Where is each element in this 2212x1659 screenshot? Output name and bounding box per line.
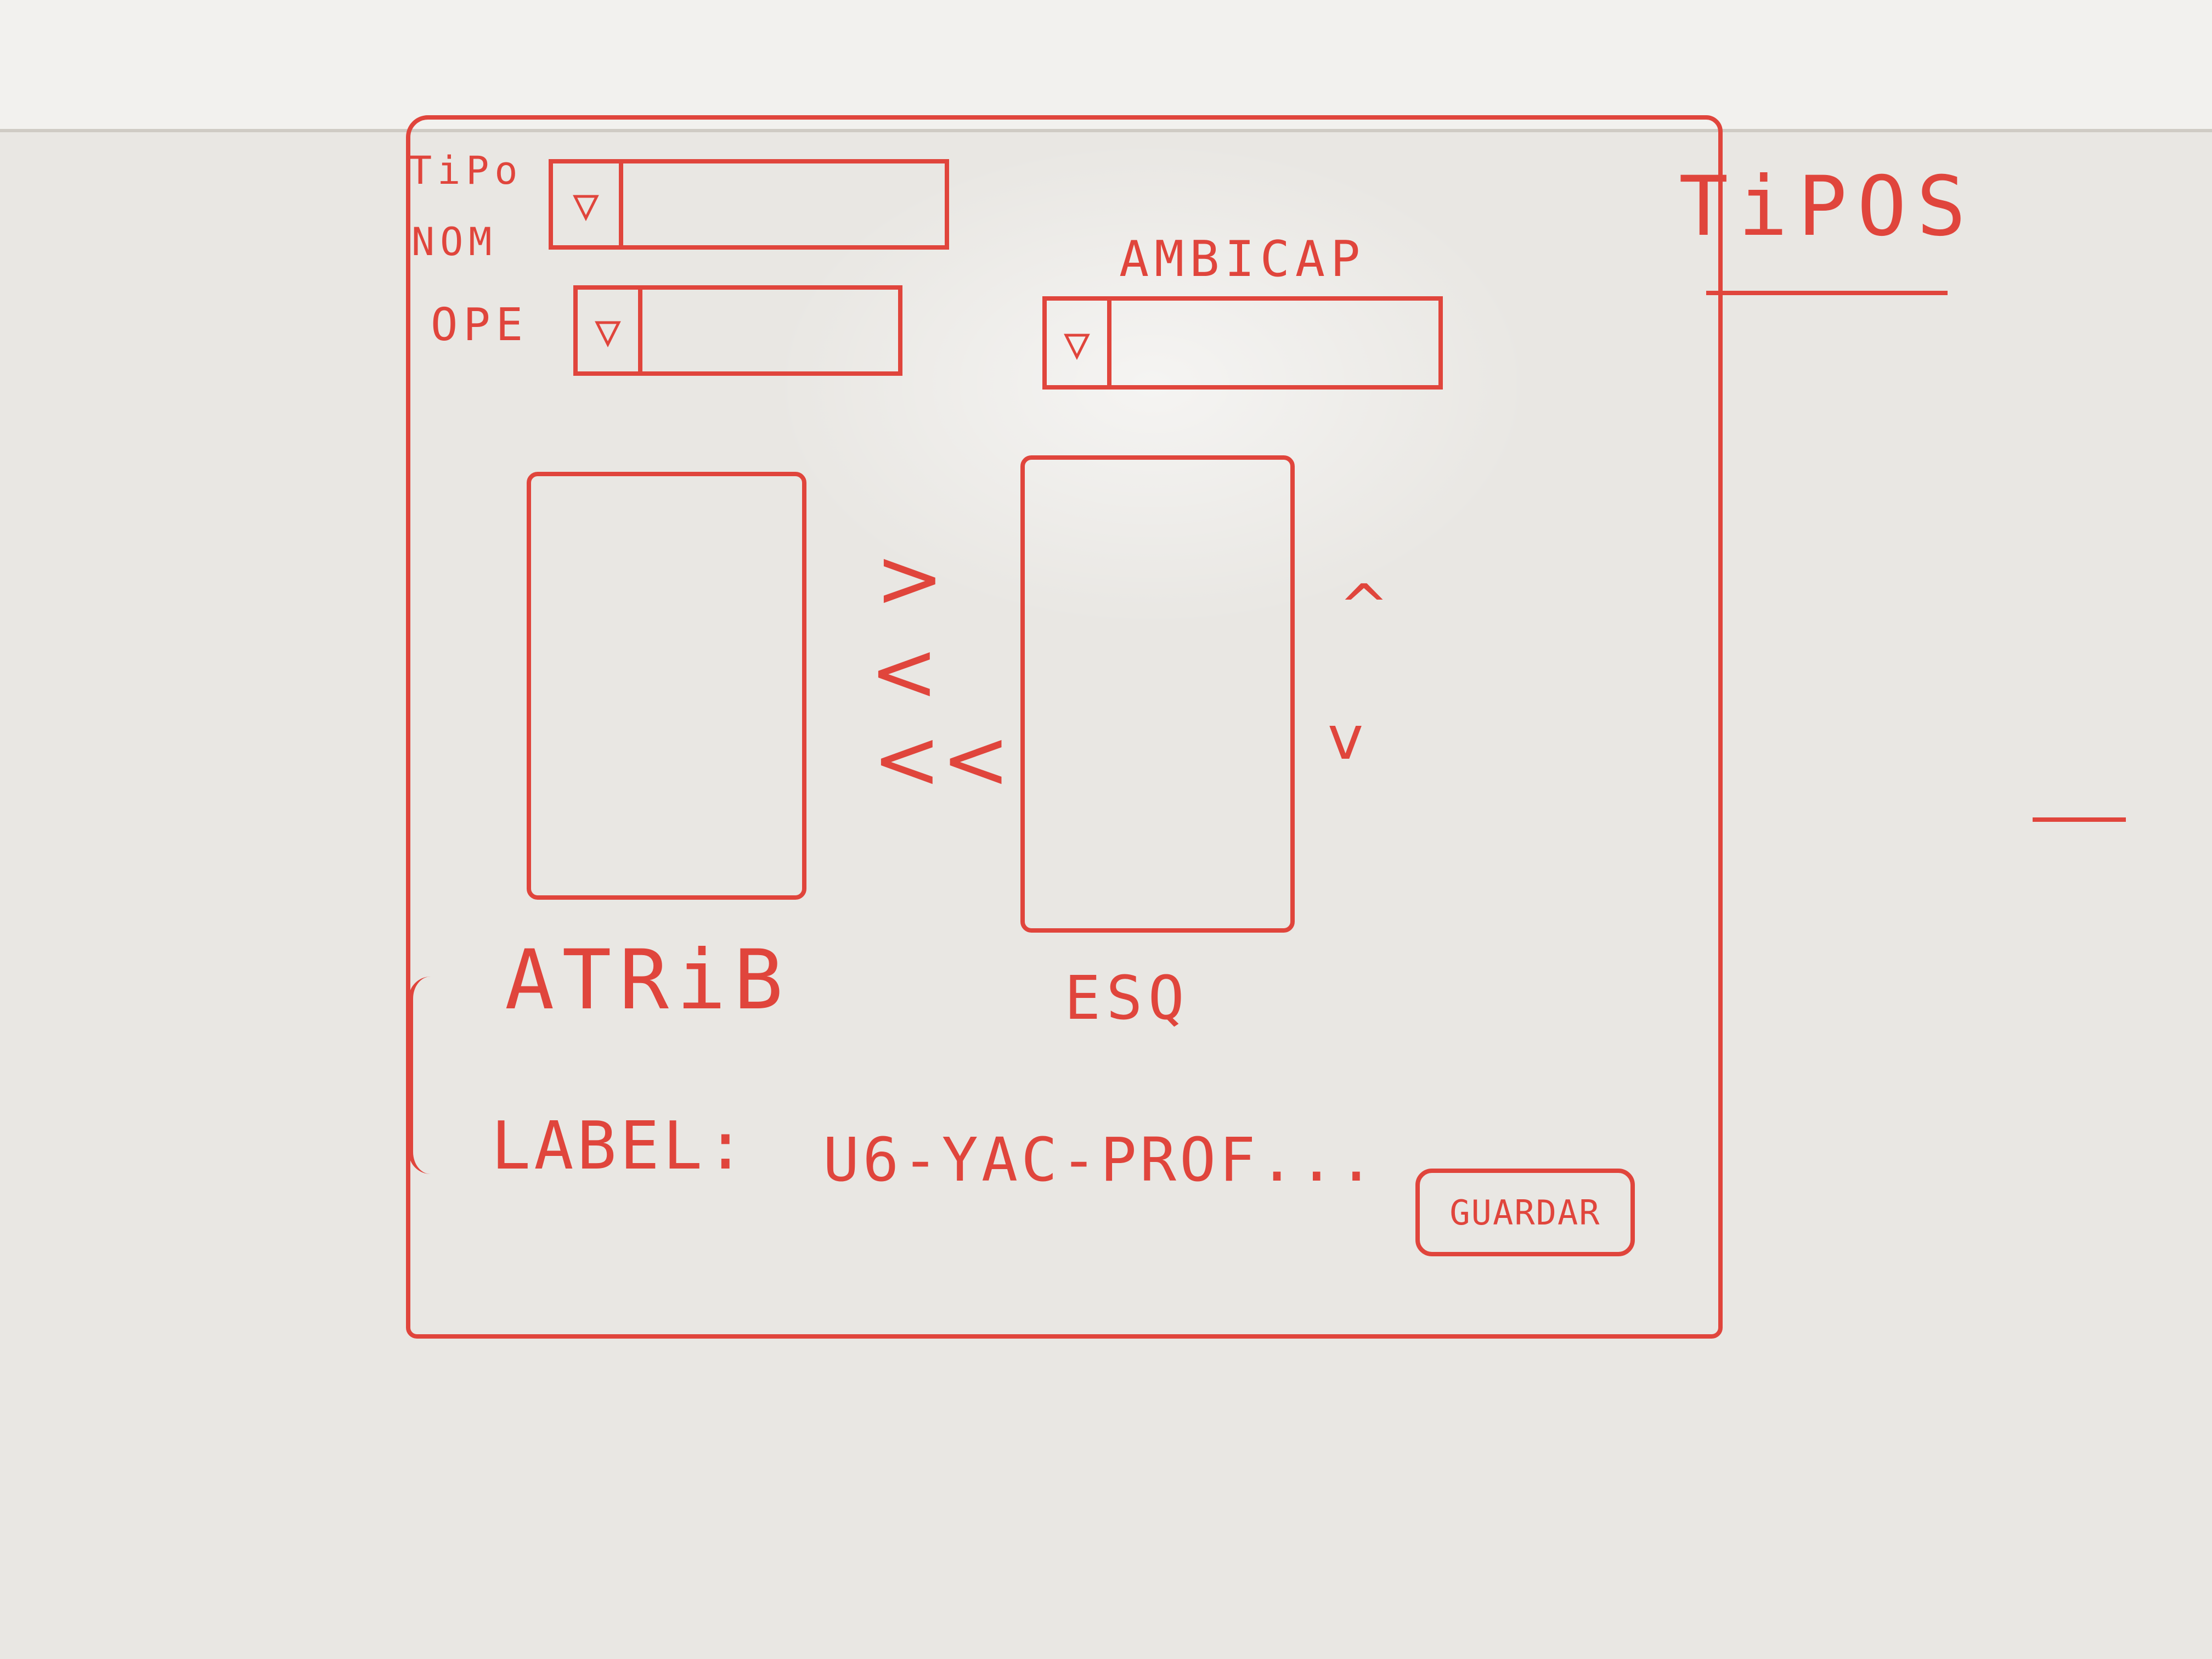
tipo-label: TiPo bbox=[409, 148, 523, 193]
ope-select[interactable]: ▽ bbox=[573, 285, 902, 376]
ambicap-dropdown-arrow-icon[interactable]: ▽ bbox=[1047, 301, 1111, 385]
ope-dropdown-arrow-icon[interactable]: ▽ bbox=[578, 290, 642, 371]
nom-label: NOM bbox=[411, 219, 498, 264]
ope-label: OPE bbox=[431, 299, 529, 351]
atrib-list[interactable] bbox=[527, 472, 806, 900]
esq-list-label: ESQ bbox=[1064, 963, 1190, 1033]
paper-sheet bbox=[0, 0, 2212, 132]
dialog-window-frame bbox=[406, 115, 1723, 1339]
board-glare bbox=[768, 137, 1536, 631]
guardar-button[interactable]: GUARDAR bbox=[1415, 1169, 1635, 1256]
tipo-dropdown-arrow-icon[interactable]: ▽ bbox=[553, 163, 623, 245]
move-down-button[interactable]: v bbox=[1328, 703, 1364, 773]
move-up-button[interactable]: ^ bbox=[1339, 571, 1390, 641]
remove-all-button[interactable]: << bbox=[872, 712, 1011, 808]
tipos-title-underline bbox=[1706, 291, 1948, 295]
tipos-panel-stroke bbox=[2033, 817, 2126, 822]
bracket-mark bbox=[409, 977, 435, 1174]
esq-list[interactable] bbox=[1020, 455, 1295, 933]
label-field-label: LABEL: bbox=[491, 1108, 749, 1184]
ambicap-label: AMBICAP bbox=[1119, 230, 1366, 288]
tipos-panel-title: TiPOS bbox=[1679, 159, 1976, 255]
ambicap-select[interactable]: ▽ bbox=[1042, 296, 1443, 390]
add-to-esq-button[interactable]: > bbox=[875, 531, 944, 627]
label-field-value: U6-YAC-PROF... bbox=[823, 1125, 1378, 1195]
atrib-list-label: ATRiB bbox=[505, 933, 791, 1028]
remove-from-esq-button[interactable]: < bbox=[870, 624, 939, 720]
tipo-select[interactable]: ▽ bbox=[549, 159, 949, 250]
